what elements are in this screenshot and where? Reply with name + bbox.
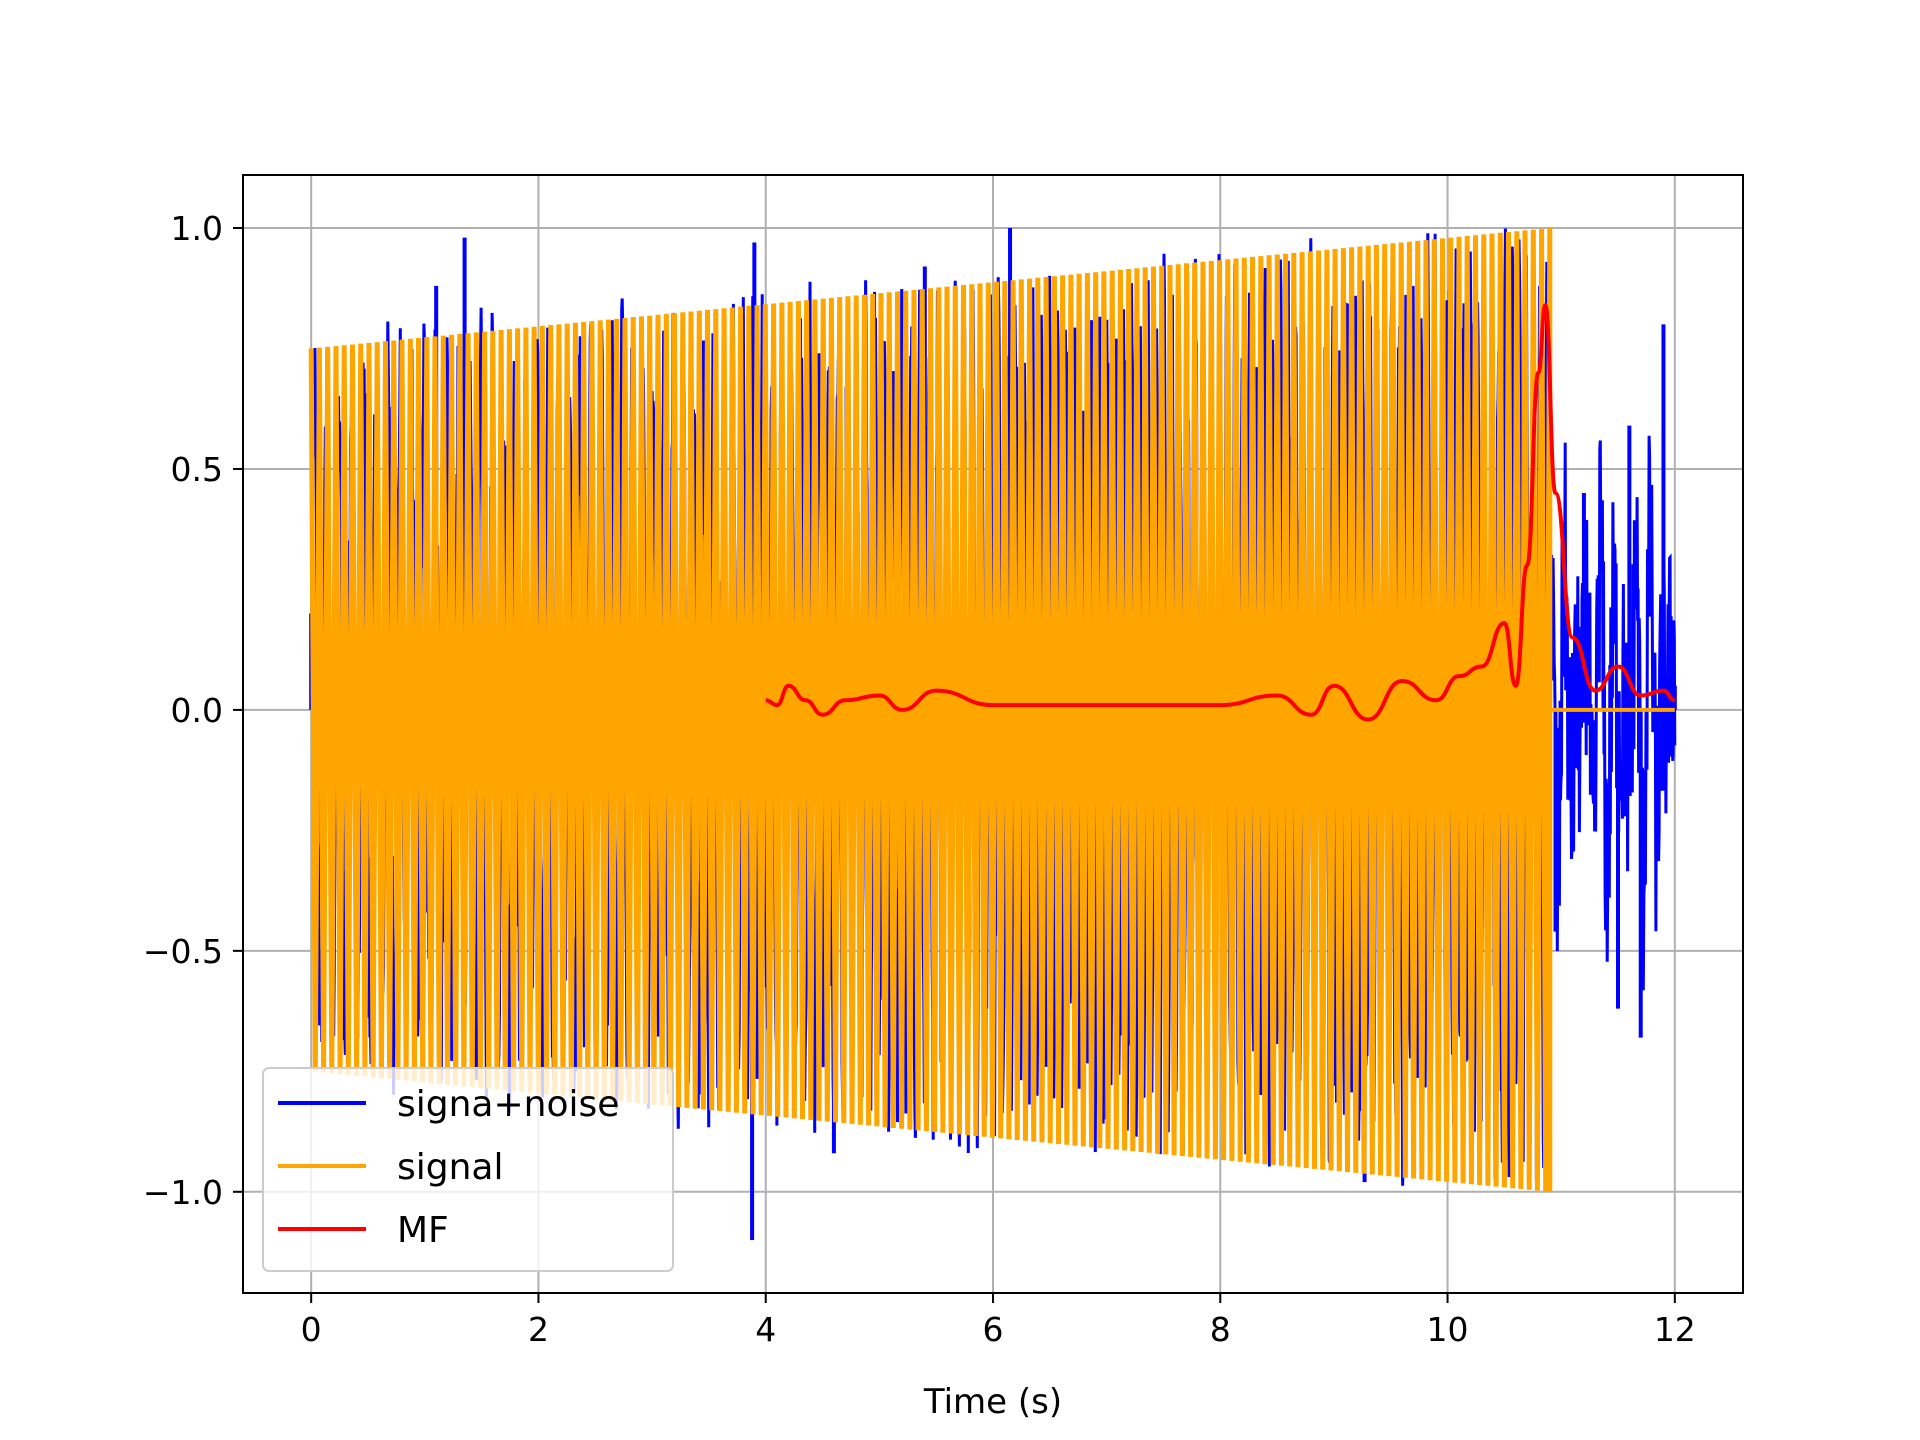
- legend: signa+noise signal MF: [262, 1067, 674, 1272]
- x-axis-label: Time (s): [923, 1382, 1062, 1422]
- x-tick-label: 4: [755, 1310, 776, 1349]
- legend-label-signa-noise: signa+noise: [397, 1084, 619, 1125]
- x-tick-label: 10: [1427, 1310, 1469, 1349]
- x-tick-label: 6: [983, 1310, 1004, 1349]
- y-tick-label: 0.5: [171, 450, 223, 489]
- y-tick-label: −0.5: [143, 932, 223, 971]
- series-mf-line: [765, 303, 1676, 722]
- legend-label-mf: MF: [397, 1210, 449, 1251]
- x-tick-label: 0: [301, 1310, 322, 1349]
- legend-label-signal: signal: [397, 1147, 504, 1188]
- legend-box: [262, 1067, 674, 1272]
- plot-area: [308, 227, 1677, 1240]
- x-tick-label: 8: [1210, 1310, 1231, 1349]
- series-signal-line: [308, 227, 1553, 1192]
- y-tick-label: 0.0: [171, 691, 223, 730]
- x-tick-label: 12: [1654, 1310, 1696, 1349]
- axis-ticks: 0 2 4 6 8 10 12 −1.0 −0.5 0.0 0.5 1.0: [143, 209, 1696, 1349]
- x-tick-label: 2: [528, 1310, 549, 1349]
- y-tick-label: 1.0: [171, 209, 223, 248]
- y-tick-label: −1.0: [143, 1173, 223, 1212]
